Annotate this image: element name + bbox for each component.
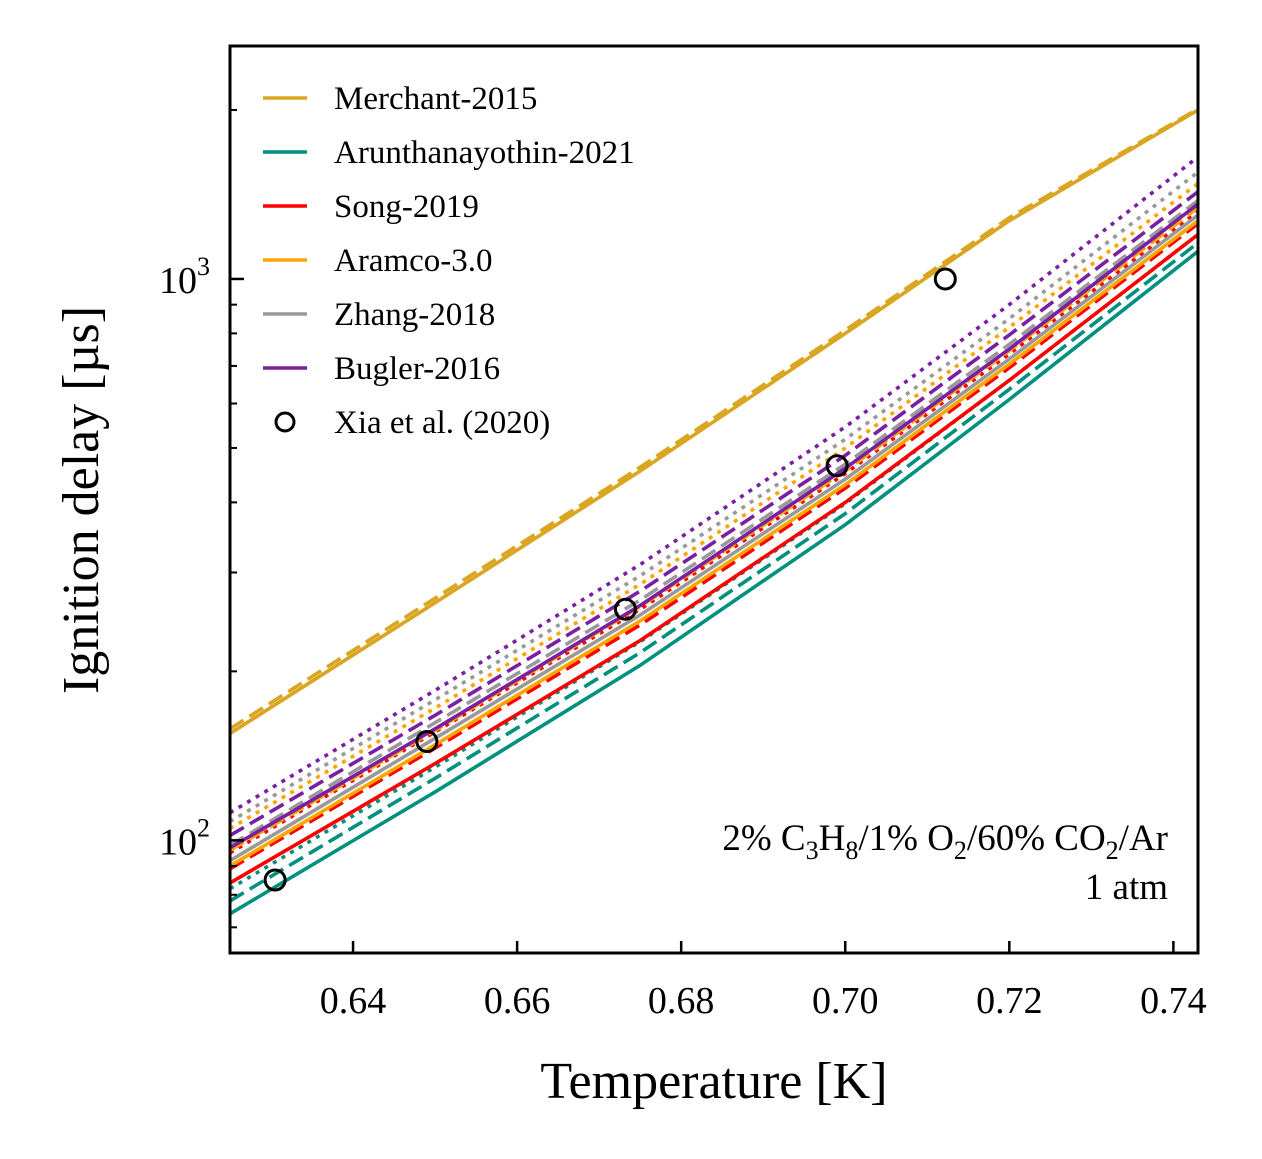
legend-label: Song-2019 xyxy=(334,189,479,225)
series-line-song-2019-dotted xyxy=(230,209,1198,855)
data-point-3 xyxy=(613,597,637,621)
series-line-bugler-2016-dotted xyxy=(230,155,1198,815)
x-axis-label: Temperature [K] xyxy=(540,1053,887,1110)
legend-label: Aramco-3.0 xyxy=(334,243,493,279)
series-line-zhang-2018-dotted xyxy=(230,170,1198,824)
x-tick-label: 0.66 xyxy=(484,980,551,1022)
series-line-zhang-2018-dashed xyxy=(230,198,1198,847)
data-point-4 xyxy=(825,454,849,478)
legend-label: Bugler-2016 xyxy=(334,351,500,387)
series-line-zhang-2018-solid xyxy=(230,213,1198,863)
data-point-1 xyxy=(263,868,287,892)
series-line-arunthanayothin-2021-solid xyxy=(230,249,1198,916)
condition-annotation-mixture: 2% C3H8/1% O2/60% CO2/Ar xyxy=(722,818,1168,865)
scatter-points xyxy=(263,267,957,892)
legend-label: Merchant-2015 xyxy=(334,81,537,117)
data-point-2 xyxy=(415,730,439,753)
series-line-bugler-2016-solid xyxy=(230,202,1198,850)
series-line-song-2019-dashed xyxy=(230,222,1198,871)
x-tick-label: 0.72 xyxy=(976,980,1043,1022)
legend-swatch-xia xyxy=(274,411,296,433)
series-line-arunthanayothin-2021-dashed xyxy=(230,241,1198,903)
x-tick-label: 0.64 xyxy=(320,980,387,1022)
data-point-5 xyxy=(933,267,957,291)
x-axis: 0.64 0.66 0.68 0.70 0.72 0.74 xyxy=(320,941,1207,1022)
y-tick-label: 102 xyxy=(159,813,210,863)
legend-label: Xia et al. (2020) xyxy=(334,405,550,441)
condition-annotation-pressure: 1 atm xyxy=(1085,867,1168,908)
plot-frame xyxy=(228,44,1200,955)
x-tick-label: 0.68 xyxy=(648,980,715,1022)
legend-label: Zhang-2018 xyxy=(334,297,495,333)
series-line-aramco-3.0-dotted xyxy=(230,181,1198,831)
legend-label: Arunthanayothin-2021 xyxy=(334,135,635,171)
series-lines xyxy=(230,107,1198,916)
y-axis: 102 103 xyxy=(159,108,244,929)
series-line-merchant-2015-dashed xyxy=(230,107,1198,731)
y-tick-label: 103 xyxy=(159,252,210,302)
x-tick-label: 0.74 xyxy=(1140,980,1207,1022)
x-tick-label: 0.70 xyxy=(812,980,879,1022)
series-line-song-2019-solid xyxy=(230,233,1198,885)
series-line-merchant-2015-solid xyxy=(230,108,1198,736)
y-axis-label: Ignition delay [µs] xyxy=(53,306,110,694)
series-line-bugler-2016-dashed xyxy=(230,190,1198,838)
series-line-aramco-3.0-solid xyxy=(230,219,1198,868)
legend: Merchant-2015 Arunthanayothin-2021 Song-20… xyxy=(263,81,635,441)
